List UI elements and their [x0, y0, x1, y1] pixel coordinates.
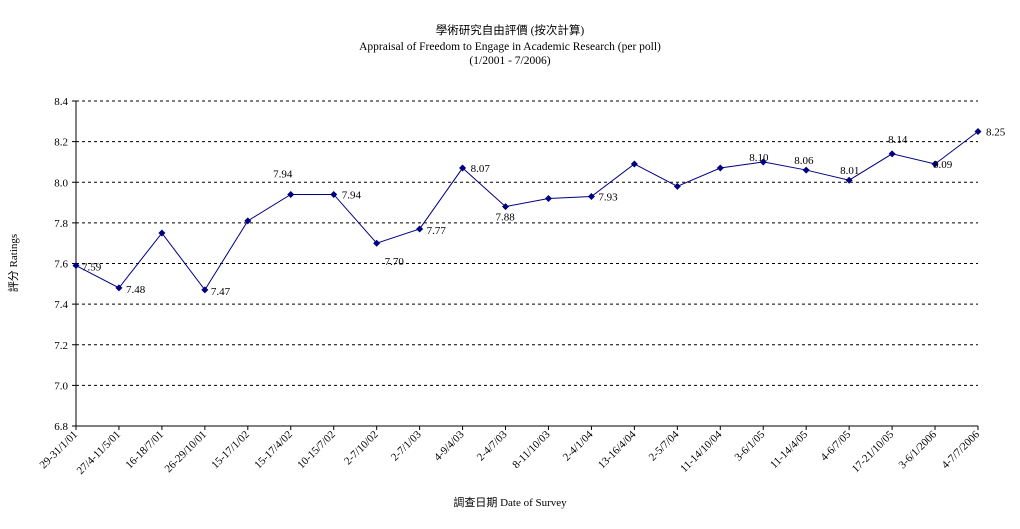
x-tick-label: 10-15/7/02 — [295, 429, 338, 472]
series-ratings — [72, 127, 982, 294]
x-tick-label: 2-7/10/02 — [342, 429, 381, 468]
data-point — [330, 190, 338, 198]
data-point — [931, 160, 939, 168]
data-label: 7.48 — [126, 284, 146, 296]
data-point — [502, 203, 510, 211]
data-point — [158, 229, 166, 237]
data-point — [416, 225, 424, 233]
data-label: 7.93 — [598, 191, 618, 203]
y-tick-label: 7.0 — [54, 380, 68, 392]
data-point — [201, 286, 209, 294]
data-point — [459, 164, 467, 172]
data-point — [802, 166, 810, 174]
data-point — [630, 160, 638, 168]
data-labels: 7.59 7.48 7.47 7.94 7.94 7.70 7.77 8.07 7.88 7.93… — [82, 126, 1006, 297]
x-tick-label: 3-6/1/2006 — [897, 428, 940, 471]
gridlines — [76, 100, 978, 386]
x-tick-label: 4-7/7/2006 — [939, 428, 982, 471]
x-tick-label: 27/4-11/5/01 — [75, 429, 123, 477]
x-tick-label: 4-9/4/03 — [432, 428, 467, 463]
x-tick-label: 11-14/4/05 — [768, 428, 811, 471]
data-point — [888, 150, 896, 158]
x-axis-title: 調查日期 Date of Survey — [453, 495, 567, 509]
y-tick-label: 7.8 — [54, 218, 68, 230]
data-point — [587, 192, 595, 200]
data-point — [716, 164, 724, 172]
data-point — [244, 217, 252, 225]
x-tick-label: 11-14/10/04 — [678, 428, 725, 475]
x-tick-label: 4-6/7/05 — [818, 428, 853, 463]
data-label: 7.47 — [211, 286, 231, 298]
x-tick-label: 2-4/1/04 — [561, 428, 596, 463]
chart-subtitle: Appraisal of Freedom to Engage in Academ… — [359, 41, 661, 53]
chart-title: 學術研究自由評價 (按次計算) — [436, 23, 585, 37]
x-tick-label: 17-21/10/05 — [850, 428, 897, 475]
data-label: 8.06 — [794, 155, 814, 167]
data-point — [115, 284, 123, 292]
data-point — [373, 239, 381, 247]
chart-date-range: (1/2001 - 7/2006) — [469, 55, 550, 67]
y-tick-label: 7.2 — [54, 340, 68, 352]
x-tick-label: 15-17/4/02 — [252, 429, 295, 472]
data-point — [673, 182, 681, 190]
data-label: 7.70 — [385, 256, 405, 268]
x-tick-label: 2-4/7/03 — [475, 428, 510, 463]
y-tick-labels: 6.8 7.0 7.2 7.4 7.6 7.8 8.0 8.2 8.4 — [54, 96, 68, 433]
y-tick-label: 7.6 — [54, 259, 68, 271]
data-label: 7.88 — [496, 212, 516, 224]
y-tick-label: 7.4 — [54, 299, 68, 311]
y-axis-title: 評分 Ratings — [6, 234, 20, 292]
data-label: 8.14 — [888, 134, 908, 146]
data-point — [974, 127, 982, 135]
x-tick-label: 29-31/1/01 — [37, 429, 80, 472]
series-line — [75, 131, 979, 291]
axes — [72, 100, 979, 430]
x-tick-label: 13-16/4/04 — [596, 428, 639, 471]
y-tick-label: 8.4 — [54, 96, 68, 108]
data-label: 7.94 — [342, 189, 362, 201]
data-point — [759, 158, 767, 166]
data-point — [72, 262, 80, 270]
data-label: 8.10 — [749, 152, 769, 164]
y-tick-label: 6.8 — [54, 421, 68, 433]
x-tick-label: 16-18/7/01 — [123, 429, 166, 472]
data-point — [544, 195, 552, 202]
y-tick-label: 8.0 — [54, 177, 68, 189]
data-label: 8.09 — [933, 159, 953, 171]
data-label: 8.25 — [986, 126, 1006, 138]
x-tick-label: 2-7/1/03 — [389, 428, 424, 463]
y-tick-label: 8.2 — [54, 137, 68, 149]
data-point — [287, 190, 295, 198]
x-tick-label: 8-11/10/03 — [510, 428, 553, 471]
x-tick-label: 2-5/7/04 — [647, 428, 682, 463]
x-tick-label: 15-17/1/02 — [209, 429, 252, 472]
data-point — [845, 176, 853, 184]
data-label: 8.07 — [471, 163, 491, 175]
x-tick-label: 26-29/10/01 — [162, 429, 209, 476]
x-tick-label: 3-6/1/05 — [733, 428, 768, 463]
data-label: 7.59 — [82, 262, 102, 274]
data-label: 7.94 — [273, 168, 293, 180]
data-label: 7.77 — [427, 225, 447, 237]
data-label: 8.01 — [840, 165, 859, 177]
